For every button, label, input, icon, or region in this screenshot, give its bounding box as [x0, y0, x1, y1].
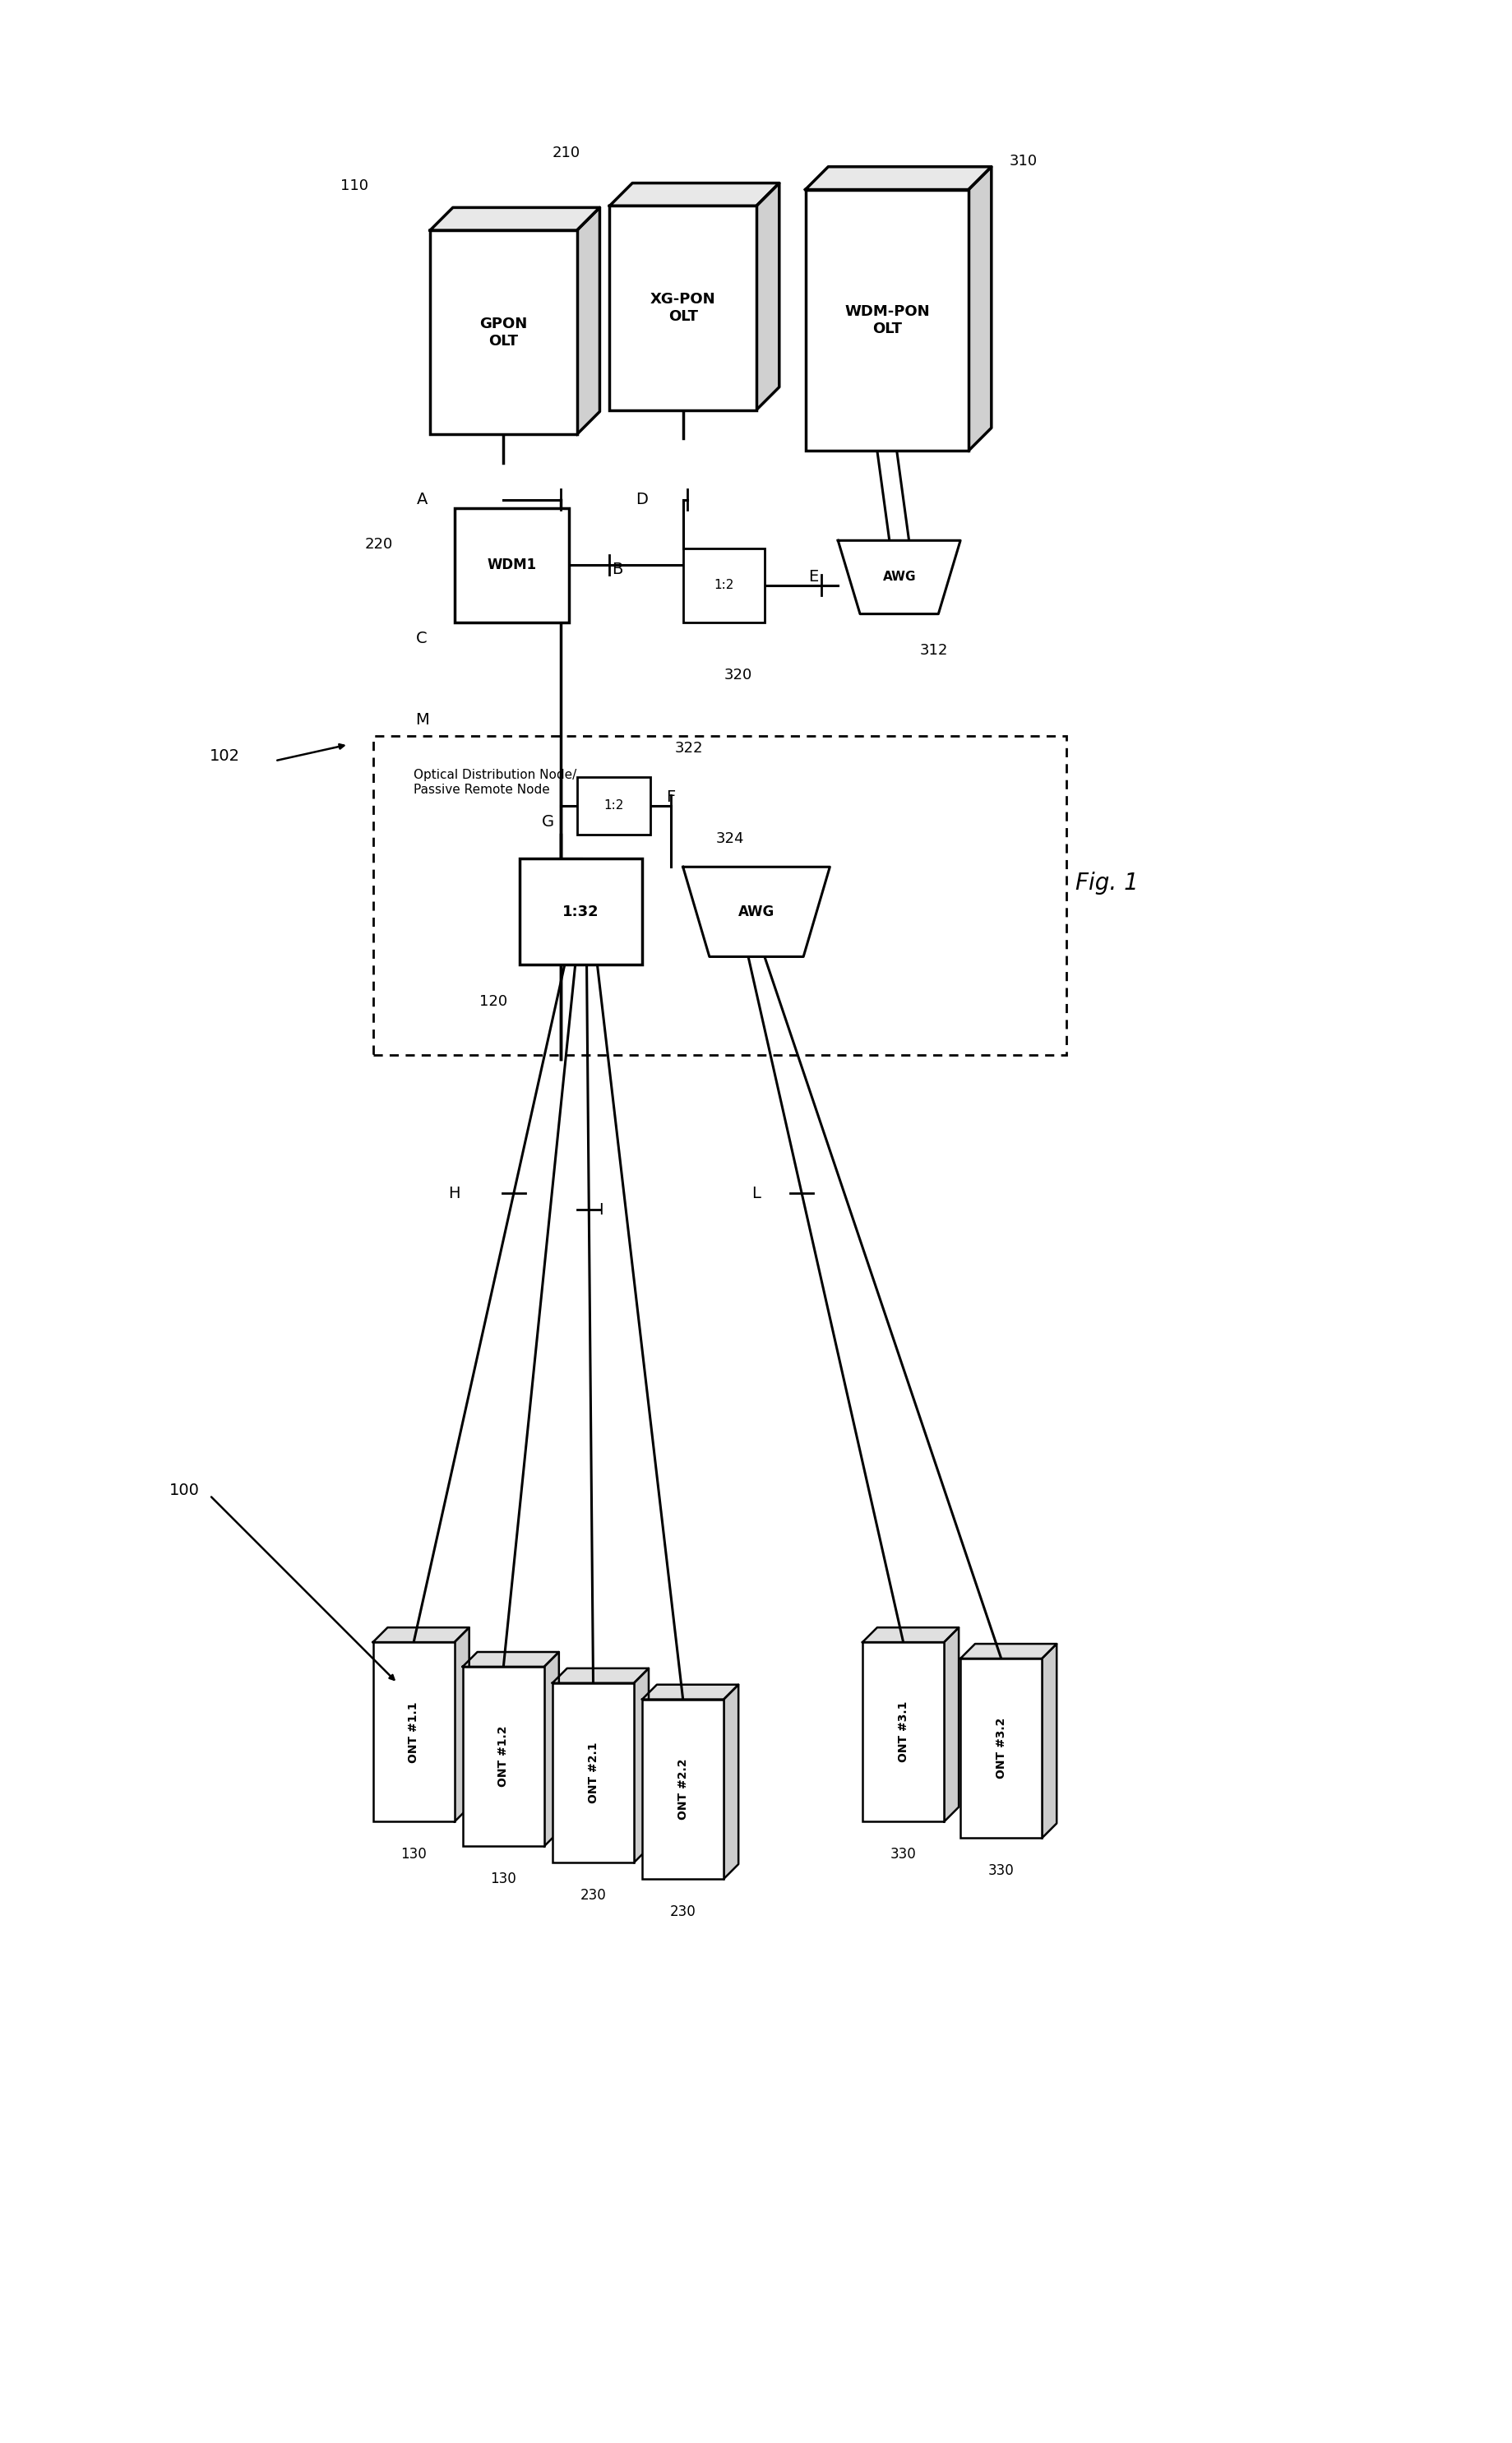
- Text: F: F: [667, 789, 676, 806]
- FancyBboxPatch shape: [643, 1700, 724, 1879]
- Text: B: B: [612, 562, 623, 577]
- Text: 130: 130: [490, 1871, 517, 1886]
- Text: A: A: [416, 491, 428, 508]
- Text: AWG: AWG: [883, 572, 916, 584]
- Text: Fig. 1: Fig. 1: [1075, 872, 1139, 894]
- FancyBboxPatch shape: [520, 860, 643, 965]
- Text: 324: 324: [715, 831, 744, 845]
- Text: 1:2: 1:2: [714, 579, 733, 591]
- Text: 330: 330: [891, 1847, 916, 1862]
- Polygon shape: [455, 1627, 469, 1822]
- Text: I: I: [599, 1202, 603, 1217]
- Polygon shape: [683, 867, 830, 958]
- Text: L: L: [751, 1185, 761, 1202]
- FancyBboxPatch shape: [683, 550, 765, 623]
- FancyBboxPatch shape: [578, 777, 650, 833]
- Polygon shape: [806, 166, 992, 191]
- Text: 130: 130: [401, 1847, 426, 1862]
- Text: 230: 230: [581, 1888, 606, 1903]
- Polygon shape: [943, 1627, 959, 1822]
- Text: 312: 312: [919, 643, 948, 657]
- Polygon shape: [838, 540, 960, 613]
- Text: 1:32: 1:32: [562, 904, 599, 919]
- FancyBboxPatch shape: [373, 1642, 455, 1822]
- Polygon shape: [578, 208, 600, 435]
- Text: 120: 120: [479, 994, 507, 1009]
- Text: D: D: [637, 491, 649, 508]
- Text: 1:2: 1:2: [603, 799, 623, 811]
- Text: ONT #2.2: ONT #2.2: [677, 1759, 689, 1820]
- Polygon shape: [960, 1644, 1057, 1659]
- Polygon shape: [1042, 1644, 1057, 1837]
- Text: E: E: [809, 569, 818, 584]
- Text: G: G: [543, 814, 555, 831]
- FancyBboxPatch shape: [806, 191, 969, 450]
- Text: 220: 220: [364, 537, 393, 552]
- Polygon shape: [552, 1669, 649, 1683]
- FancyBboxPatch shape: [609, 205, 756, 410]
- Text: 320: 320: [724, 667, 751, 682]
- Text: ONT #3.2: ONT #3.2: [995, 1717, 1007, 1779]
- Polygon shape: [463, 1651, 559, 1666]
- Text: 310: 310: [1010, 154, 1037, 169]
- Text: XG-PON
OLT: XG-PON OLT: [650, 293, 715, 325]
- Text: WDM1: WDM1: [487, 557, 537, 572]
- Polygon shape: [756, 183, 779, 410]
- Text: ONT #1.2: ONT #1.2: [497, 1725, 510, 1788]
- FancyBboxPatch shape: [463, 1666, 544, 1847]
- FancyBboxPatch shape: [552, 1683, 634, 1862]
- Text: ONT #3.1: ONT #3.1: [898, 1700, 909, 1761]
- Text: 102: 102: [210, 748, 240, 765]
- Text: ONT #1.1: ONT #1.1: [408, 1700, 419, 1761]
- Polygon shape: [544, 1651, 559, 1847]
- Polygon shape: [643, 1686, 738, 1700]
- Text: WDM-PON
OLT: WDM-PON OLT: [844, 305, 930, 337]
- Polygon shape: [373, 1627, 469, 1642]
- Text: H: H: [449, 1185, 461, 1202]
- FancyBboxPatch shape: [455, 508, 569, 623]
- Polygon shape: [609, 183, 779, 205]
- Polygon shape: [429, 208, 600, 230]
- FancyBboxPatch shape: [429, 230, 578, 435]
- Text: 210: 210: [552, 147, 581, 161]
- Text: ONT #2.1: ONT #2.1: [588, 1742, 599, 1803]
- Text: Optical Distribution Node/
Passive Remote Node: Optical Distribution Node/ Passive Remot…: [414, 770, 576, 796]
- Text: 330: 330: [989, 1864, 1015, 1879]
- Text: C: C: [416, 630, 428, 647]
- Text: 100: 100: [169, 1483, 200, 1498]
- Text: AWG: AWG: [738, 904, 774, 919]
- Polygon shape: [634, 1669, 649, 1862]
- Text: 110: 110: [340, 178, 369, 193]
- Polygon shape: [969, 166, 992, 450]
- FancyBboxPatch shape: [862, 1642, 943, 1822]
- Text: M: M: [414, 713, 429, 728]
- Polygon shape: [862, 1627, 959, 1642]
- FancyBboxPatch shape: [960, 1659, 1042, 1837]
- Text: 230: 230: [670, 1903, 696, 1918]
- Polygon shape: [724, 1686, 738, 1879]
- Text: 322: 322: [674, 740, 703, 755]
- Text: GPON
OLT: GPON OLT: [479, 318, 528, 349]
